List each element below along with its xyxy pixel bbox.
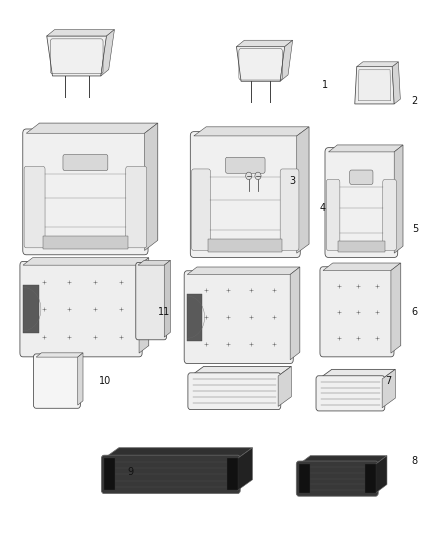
Circle shape <box>255 172 261 180</box>
Polygon shape <box>337 145 403 246</box>
FancyBboxPatch shape <box>326 179 340 251</box>
Polygon shape <box>333 263 400 346</box>
Polygon shape <box>23 285 39 333</box>
FancyBboxPatch shape <box>280 169 299 251</box>
Polygon shape <box>394 145 403 253</box>
Polygon shape <box>299 464 310 493</box>
Polygon shape <box>78 353 83 405</box>
FancyBboxPatch shape <box>63 155 108 171</box>
Polygon shape <box>391 263 400 353</box>
Polygon shape <box>43 237 128 249</box>
Text: 4: 4 <box>320 203 326 213</box>
Text: 1: 1 <box>322 80 328 90</box>
Polygon shape <box>26 123 158 133</box>
Polygon shape <box>237 41 293 47</box>
FancyBboxPatch shape <box>24 166 45 248</box>
Polygon shape <box>208 239 283 252</box>
Text: 11: 11 <box>158 307 170 317</box>
Polygon shape <box>280 41 293 81</box>
Polygon shape <box>319 369 395 379</box>
Circle shape <box>246 172 252 180</box>
FancyBboxPatch shape <box>320 266 394 357</box>
Polygon shape <box>392 62 400 104</box>
FancyBboxPatch shape <box>20 262 142 357</box>
FancyBboxPatch shape <box>23 129 148 255</box>
Polygon shape <box>382 369 395 408</box>
Polygon shape <box>206 127 309 244</box>
Text: 10: 10 <box>99 376 111 386</box>
Text: 9: 9 <box>127 467 133 477</box>
Polygon shape <box>47 36 106 76</box>
Polygon shape <box>355 67 394 104</box>
Polygon shape <box>357 62 399 67</box>
Polygon shape <box>164 261 170 337</box>
Polygon shape <box>187 267 300 274</box>
Polygon shape <box>197 267 300 352</box>
Polygon shape <box>338 241 385 252</box>
FancyBboxPatch shape <box>192 169 210 251</box>
FancyBboxPatch shape <box>136 262 166 340</box>
Polygon shape <box>104 448 252 458</box>
Polygon shape <box>278 367 291 406</box>
Polygon shape <box>194 127 309 136</box>
Polygon shape <box>191 367 291 376</box>
Polygon shape <box>39 123 158 240</box>
Polygon shape <box>290 267 300 360</box>
Text: 8: 8 <box>412 456 418 466</box>
FancyBboxPatch shape <box>296 461 378 496</box>
Polygon shape <box>323 263 400 271</box>
Polygon shape <box>328 145 403 152</box>
FancyBboxPatch shape <box>226 157 265 173</box>
FancyBboxPatch shape <box>102 455 240 494</box>
FancyBboxPatch shape <box>383 179 396 251</box>
Polygon shape <box>237 448 252 490</box>
FancyBboxPatch shape <box>126 166 147 248</box>
Text: 3: 3 <box>289 176 295 186</box>
Polygon shape <box>23 258 149 265</box>
Text: 6: 6 <box>412 307 418 317</box>
Polygon shape <box>138 261 170 265</box>
Polygon shape <box>187 294 201 341</box>
Polygon shape <box>227 458 237 490</box>
Polygon shape <box>32 258 149 346</box>
Polygon shape <box>297 127 309 253</box>
Text: 5: 5 <box>412 224 418 234</box>
Polygon shape <box>376 456 387 493</box>
Polygon shape <box>145 123 158 251</box>
FancyBboxPatch shape <box>184 271 293 364</box>
Polygon shape <box>101 29 114 76</box>
FancyBboxPatch shape <box>33 354 81 408</box>
Polygon shape <box>47 29 114 36</box>
Polygon shape <box>237 47 285 81</box>
Text: 2: 2 <box>412 96 418 106</box>
FancyBboxPatch shape <box>191 132 300 257</box>
FancyBboxPatch shape <box>188 373 281 409</box>
Polygon shape <box>139 258 149 353</box>
Polygon shape <box>299 456 387 464</box>
Text: 7: 7 <box>385 376 392 386</box>
Polygon shape <box>364 464 376 493</box>
FancyBboxPatch shape <box>325 148 398 257</box>
FancyBboxPatch shape <box>316 376 385 411</box>
Polygon shape <box>104 458 115 490</box>
Polygon shape <box>36 353 83 357</box>
FancyBboxPatch shape <box>350 170 373 184</box>
